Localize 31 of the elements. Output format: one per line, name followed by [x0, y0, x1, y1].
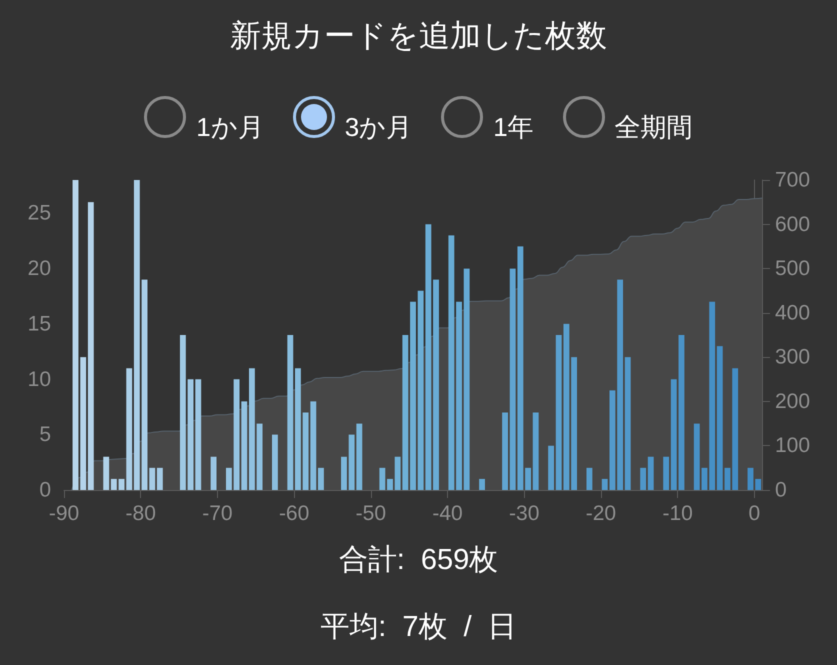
x-tick-label: 0 [748, 502, 760, 525]
x-tick-label: -70 [202, 502, 233, 525]
chart-title: 新規カードを追加した枚数 [229, 17, 608, 55]
y-tick-label: 20 [28, 257, 51, 280]
y2-tick-label: 500 [775, 257, 810, 280]
x-tick-label: -60 [278, 502, 310, 525]
y-tick-label: 5 [39, 423, 51, 446]
x-tick-label: -20 [586, 502, 616, 525]
y-tick-label: 0 [39, 478, 51, 502]
text: 1年 [493, 112, 534, 142]
text: 平均: 7枚 / 日 [319, 610, 518, 645]
y-tick-label: 15 [28, 312, 51, 336]
y2-tick-label: 600 [775, 212, 810, 236]
y-tick-label: 25 [28, 202, 51, 225]
y2-tick-label: 200 [775, 390, 810, 413]
x-tick-label: -80 [126, 502, 156, 525]
text: 3か月 [344, 112, 412, 142]
y2-tick-label: 300 [775, 346, 810, 369]
x-tick-label: -40 [432, 502, 463, 525]
text: 合計: 659枚 [338, 543, 500, 578]
x-tick-label: -50 [356, 502, 386, 525]
text: 全期間 [614, 112, 693, 142]
y2-tick-label: 100 [775, 434, 810, 458]
y2-tick-label: 700 [775, 168, 810, 192]
text: 1か月 [196, 112, 264, 142]
y2-tick-label: 0 [775, 478, 787, 502]
x-tick-label: -10 [662, 502, 693, 525]
x-tick-label: -30 [509, 502, 540, 525]
y2-tick-label: 400 [775, 301, 810, 324]
y-tick-label: 10 [28, 368, 51, 391]
x-tick-label: -90 [48, 502, 80, 525]
